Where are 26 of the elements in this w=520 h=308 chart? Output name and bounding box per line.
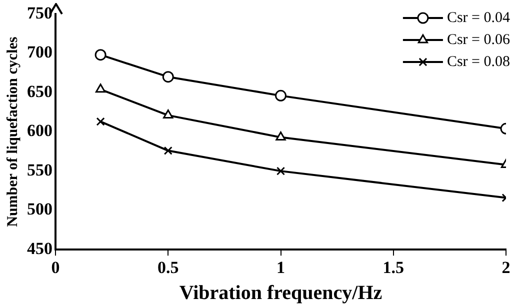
y-tick-label: 450 — [27, 238, 52, 258]
legend-label: Csr = 0.08 — [446, 54, 510, 70]
y-tick-label: 650 — [27, 82, 52, 101]
point — [276, 166, 286, 176]
x-tick-label: 0 — [51, 258, 60, 278]
legend-label: Csr = 0.04 — [446, 10, 510, 26]
point — [275, 90, 286, 102]
point — [276, 132, 286, 141]
point — [162, 71, 174, 83]
x-tick-label: 2 — [502, 258, 510, 278]
x-tick-label: 1 — [276, 258, 285, 278]
y-tick-label: 550 — [27, 160, 52, 180]
y-tick-label: 500 — [27, 200, 52, 219]
y-tick-label: 600 — [27, 121, 52, 140]
point — [164, 146, 172, 155]
x-axis-title: Vibration frequency/Hz — [179, 282, 382, 304]
y-tick-label: 700 — [27, 42, 52, 62]
y-axis-title: Number of liquefaction cycles — [4, 36, 21, 227]
x-tick-label: 0.5 — [158, 258, 179, 278]
y-tick-label: 750 — [27, 3, 52, 22]
point — [94, 49, 106, 61]
point — [163, 110, 174, 119]
x-tick-label: 1.5 — [382, 258, 404, 278]
point — [95, 84, 106, 93]
point — [96, 117, 105, 126]
legend-label: Csr = 0.06 — [446, 32, 510, 48]
